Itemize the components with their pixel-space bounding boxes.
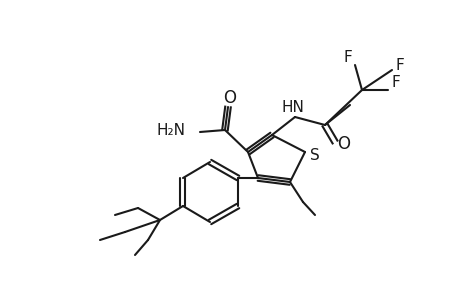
Text: O: O [337,135,350,153]
Text: F: F [343,50,352,64]
Text: F: F [395,58,403,73]
Text: H₂N: H₂N [157,122,185,137]
Text: O: O [223,89,236,107]
Text: S: S [309,148,319,163]
Text: F: F [391,74,399,89]
Text: HN: HN [281,100,304,115]
